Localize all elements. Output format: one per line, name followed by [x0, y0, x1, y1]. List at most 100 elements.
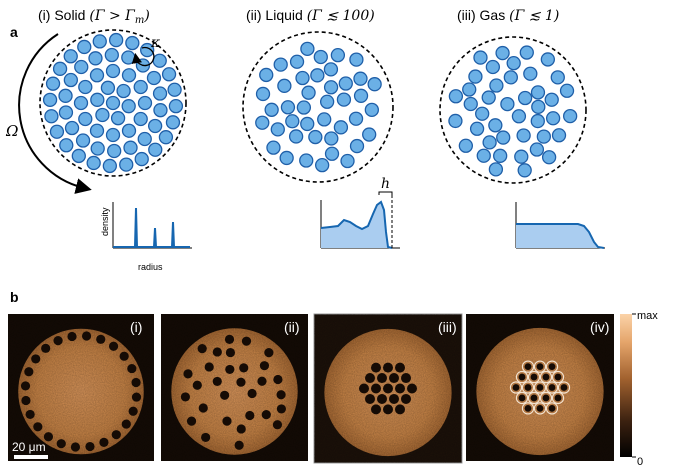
h-label: h — [381, 176, 390, 192]
vortex — [121, 419, 131, 429]
vortex — [276, 390, 286, 400]
vortex — [401, 373, 411, 384]
particle — [116, 83, 131, 99]
vortex-outline — [527, 391, 541, 405]
vortex — [383, 404, 393, 415]
particle — [102, 158, 118, 174]
particle — [544, 92, 559, 107]
particle — [475, 106, 490, 121]
particle — [73, 95, 89, 111]
vortex — [395, 383, 405, 394]
particle — [349, 138, 365, 154]
vortex — [128, 406, 138, 416]
particle — [121, 50, 136, 65]
particle — [280, 100, 296, 115]
vortex — [99, 437, 109, 447]
particle — [458, 138, 474, 153]
particle — [64, 120, 80, 136]
vortex — [257, 376, 267, 386]
particle — [78, 111, 93, 127]
particle — [353, 71, 368, 86]
vortex — [180, 392, 191, 402]
particle — [336, 92, 352, 107]
particle — [319, 94, 335, 109]
image-tag: (ii) — [284, 319, 300, 335]
particle — [270, 122, 285, 137]
particle — [42, 92, 58, 108]
rotation-arrow — [18, 33, 92, 194]
particle — [531, 99, 546, 114]
vortex — [192, 380, 202, 390]
particle — [488, 118, 503, 133]
particle — [324, 146, 340, 161]
particle — [105, 63, 121, 79]
particle — [333, 120, 349, 135]
vortex — [85, 441, 95, 452]
vortex-outline — [521, 381, 535, 394]
particle — [330, 48, 346, 63]
kappa-label: κ — [150, 35, 160, 51]
vortex — [239, 363, 249, 373]
vortex — [127, 363, 137, 374]
particle — [506, 55, 521, 71]
particle — [324, 131, 339, 146]
image-tag: (i) — [130, 319, 142, 335]
vortex-outline — [533, 381, 547, 394]
vortex — [264, 347, 274, 358]
vortex — [24, 367, 34, 377]
particle — [473, 50, 488, 65]
liquid-particles — [255, 41, 382, 173]
vortex — [542, 394, 550, 402]
particle — [77, 39, 92, 55]
particle — [52, 61, 68, 76]
gas-particles — [448, 45, 578, 178]
vortex — [542, 373, 550, 381]
vortex — [377, 373, 387, 384]
particle — [104, 47, 119, 63]
title-solid: (i) Solid (Γ > Γm) — [38, 7, 150, 26]
particle — [152, 53, 167, 68]
particle — [288, 129, 304, 144]
particle — [133, 79, 148, 95]
panel-b-label: b — [10, 289, 19, 305]
vortex-outline — [515, 370, 529, 384]
vortex — [96, 334, 106, 344]
image-panel-i: (i) — [8, 314, 154, 461]
particle — [105, 95, 121, 111]
vortex — [273, 374, 283, 385]
vortex — [512, 384, 520, 391]
vortex-outline — [545, 360, 559, 373]
particle — [462, 82, 477, 97]
image-noise — [161, 314, 308, 461]
vortex — [220, 390, 230, 400]
vortex — [204, 362, 214, 372]
particle — [496, 130, 511, 145]
image-panel-iii: (iii) — [313, 313, 463, 464]
vortex — [33, 422, 43, 432]
vortex — [536, 404, 544, 412]
vortex — [245, 410, 255, 421]
particle — [317, 112, 332, 127]
particle — [315, 157, 330, 173]
particle — [89, 68, 105, 83]
vortex-outline — [539, 370, 553, 384]
vortex — [365, 373, 375, 384]
particle — [313, 49, 328, 65]
vortex — [25, 409, 35, 420]
particle — [165, 115, 181, 130]
particle — [105, 127, 121, 143]
image-panel-iv: (iv) — [466, 314, 614, 461]
vortex — [524, 363, 532, 371]
particle — [488, 162, 504, 177]
particle — [323, 80, 339, 95]
radius-axis-label: radius — [138, 262, 163, 272]
particle — [148, 142, 163, 157]
vortex — [276, 404, 287, 414]
vortex — [524, 384, 532, 391]
colorbar-max-label: max — [637, 310, 658, 322]
vortex — [548, 384, 556, 391]
particle — [493, 148, 508, 163]
colorbar-min-label: 0 — [637, 456, 643, 468]
particle — [259, 67, 274, 83]
particle — [530, 85, 546, 100]
